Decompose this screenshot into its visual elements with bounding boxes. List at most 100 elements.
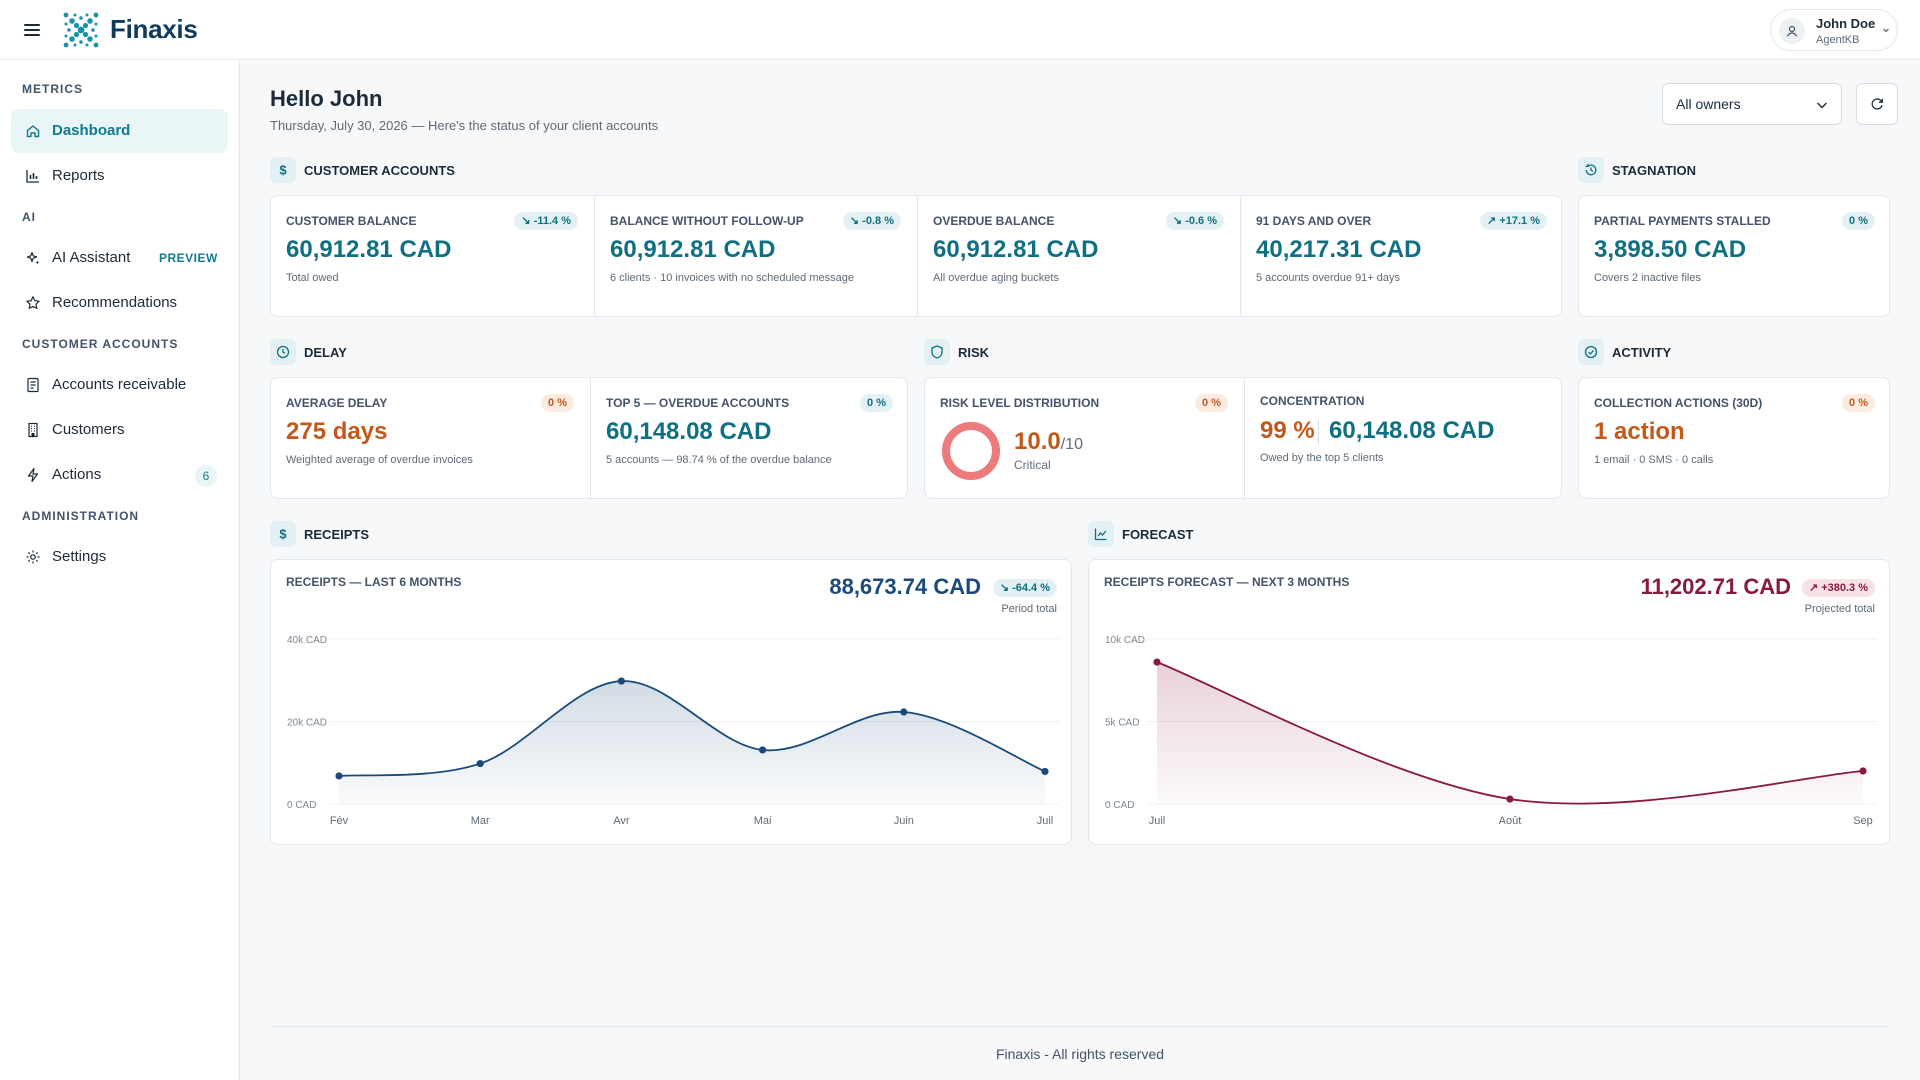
- series-line: [338, 680, 1046, 777]
- sidebar: METRICS Dashboard Reports AI AI Assistan…: [0, 60, 240, 1080]
- page-title: Hello John: [270, 86, 383, 111]
- sidebar-item-recommendations[interactable]: Recommendations: [11, 281, 228, 325]
- chart-title: RECEIPTS — LAST 6 MONTHS: [286, 575, 462, 589]
- metric-label: COLLECTION ACTIONS (30D): [1594, 396, 1763, 410]
- metric-label: OVERDUE BALANCE: [933, 214, 1055, 228]
- metric-subtext: All overdue aging buckets: [933, 272, 1059, 284]
- metric-label: CUSTOMER BALANCE: [286, 214, 417, 228]
- data-point[interactable]: [900, 708, 908, 716]
- sidebar-item-label: Settings: [52, 548, 107, 565]
- sidebar-item-reports[interactable]: Reports: [11, 154, 228, 198]
- section-title: STAGNATION: [1612, 163, 1697, 178]
- bolt-icon: [25, 467, 41, 483]
- user-menu[interactable]: John Doe AgentKB: [1770, 9, 1898, 51]
- sparkle-icon: [25, 250, 41, 266]
- data-point[interactable]: [759, 746, 767, 754]
- forecast-chart: 0 CAD 5k CAD 10k CAD Juil Août Sep: [1105, 635, 1877, 827]
- chart-title: RECEIPTS FORECAST — NEXT 3 MONTHS: [1104, 575, 1350, 589]
- refresh-button[interactable]: [1856, 83, 1898, 125]
- trend-badge: ↘ -0.8 %: [842, 212, 901, 230]
- dollar-icon: $: [270, 521, 296, 547]
- data-point[interactable]: [476, 759, 484, 768]
- trend-badge: ↘ -11.4 %: [514, 212, 578, 230]
- y-tick-label: 10k CAD: [1105, 635, 1145, 646]
- sidebar-item-ai-assistant[interactable]: AI Assistant PREVIEW: [11, 236, 228, 280]
- metric-balance-without-followup: BALANCE WITHOUT FOLLOW-UP ↘ -0.8 % 60,91…: [594, 196, 917, 316]
- section-title: RECEIPTS: [304, 527, 370, 542]
- footer-divider: [270, 1026, 1890, 1027]
- metric-subtext: 6 clients · 10 invoices with no schedule…: [610, 272, 854, 284]
- sidebar-item-dashboard[interactable]: Dashboard: [11, 109, 228, 153]
- section-title: CUSTOMER ACCOUNTS: [304, 163, 455, 178]
- data-point[interactable]: [335, 772, 343, 780]
- y-tick-label: 0 CAD: [1105, 800, 1134, 811]
- risk-score-value: 10.0: [1014, 428, 1061, 455]
- metric-value: 40,217.31 CAD: [1256, 236, 1422, 263]
- section-title: FORECAST: [1122, 527, 1194, 542]
- activity-card: COLLECTION ACTIONS (30D) 0 % 1 action 1 …: [1578, 377, 1890, 499]
- history-icon: [1578, 157, 1604, 183]
- concentration-value: 60,148.08 CAD: [1329, 417, 1495, 444]
- metric-subtext: Total owed: [286, 272, 339, 284]
- svg-text:$: $: [279, 527, 287, 542]
- trend-badge: 0 %: [860, 394, 893, 412]
- metric-partial-payments: PARTIAL PAYMENTS STALLED 0 % 3,898.50 CA…: [1579, 196, 1891, 316]
- receipts-chart: 0 CAD 20k CAD 40k CAD Fév Mar Avr Mai Juin Juil: [287, 635, 1059, 827]
- data-point[interactable]: [1859, 767, 1867, 775]
- metric-subtext: Weighted average of overdue invoices: [286, 454, 473, 466]
- star-icon: [25, 295, 41, 311]
- concentration-percent: 99 %: [1260, 417, 1315, 444]
- sidebar-section-ai: AI: [22, 210, 36, 224]
- user-icon: [1779, 18, 1805, 44]
- stagnation-card: PARTIAL PAYMENTS STALLED 0 % 3,898.50 CA…: [1578, 195, 1890, 317]
- sidebar-item-settings[interactable]: Settings: [11, 535, 228, 579]
- sidebar-item-accounts-receivable[interactable]: Accounts receivable: [11, 363, 228, 407]
- sidebar-item-actions[interactable]: Actions 6: [11, 453, 228, 497]
- section-title: RISK: [958, 345, 990, 360]
- metric-concentration: CONCENTRATION 99 % 60,148.08 CAD Owed by…: [1244, 378, 1563, 498]
- trend-badge: 0 %: [1842, 212, 1875, 230]
- metric-label: TOP 5 — OVERDUE ACCOUNTS: [606, 396, 790, 410]
- sidebar-item-label: Dashboard: [52, 122, 131, 139]
- owner-filter-select[interactable]: All owners: [1662, 83, 1842, 125]
- x-tick-label: Mai: [754, 815, 772, 827]
- data-point[interactable]: [1153, 658, 1161, 666]
- x-tick-label: Juil: [1037, 815, 1054, 827]
- metric-subtext: 5 accounts overdue 91+ days: [1256, 272, 1401, 284]
- sidebar-item-label: Accounts receivable: [52, 376, 187, 393]
- sidebar-section-administration: ADMINISTRATION: [22, 509, 140, 523]
- metric-value: 275 days: [286, 418, 388, 445]
- x-tick-label: Août: [1499, 815, 1522, 827]
- data-point[interactable]: [1041, 767, 1049, 776]
- user-name: John Doe: [1816, 16, 1876, 31]
- metric-subtext: Owed by the top 5 clients: [1260, 452, 1384, 464]
- metric-subtext: 5 accounts — 98.74 % of the overdue bala…: [606, 454, 832, 466]
- gear-icon: [25, 549, 41, 565]
- y-tick-label: 5k CAD: [1105, 718, 1139, 729]
- building-icon: [25, 422, 41, 438]
- series-area: [339, 681, 1045, 804]
- receipts-chart-card: 0 CAD 20k CAD 40k CAD Fév Mar Avr Mai Juin Juil …: [270, 559, 1072, 845]
- metric-91-days: 91 DAYS AND OVER ↗ +17.1 % 40,217.31 CAD…: [1240, 196, 1563, 316]
- receipt-icon: [25, 377, 41, 393]
- dollar-icon: $: [270, 157, 296, 183]
- sidebar-item-customers[interactable]: Customers: [11, 408, 228, 452]
- sidebar-item-label: Actions: [52, 466, 102, 483]
- chevron-down-icon: [1817, 102, 1827, 109]
- x-tick-label: Juin: [894, 815, 914, 827]
- metric-collection-actions: COLLECTION ACTIONS (30D) 0 % 1 action 1 …: [1579, 378, 1891, 498]
- chart-total-label: Period total: [1001, 603, 1057, 615]
- preview-badge: PREVIEW: [159, 251, 218, 265]
- metric-value: 3,898.50 CAD: [1594, 236, 1747, 263]
- trend-badge: 0 %: [1842, 394, 1875, 412]
- trend-badge: 0 %: [541, 394, 574, 412]
- metric-label: 91 DAYS AND OVER: [1256, 214, 1372, 228]
- data-point[interactable]: [617, 677, 625, 685]
- metric-top5-overdue: TOP 5 — OVERDUE ACCOUNTS 0 % 60,148.08 C…: [590, 378, 909, 498]
- risk-card: RISK LEVEL DISTRIBUTION 0 % 10.0/10 Crit…: [924, 377, 1562, 499]
- chart-total: 88,673.74 CAD: [829, 574, 981, 599]
- metric-label: CONCENTRATION: [1260, 394, 1365, 408]
- menu-icon[interactable]: [20, 18, 44, 42]
- data-point[interactable]: [1506, 795, 1514, 803]
- sidebar-item-label: Recommendations: [52, 294, 178, 311]
